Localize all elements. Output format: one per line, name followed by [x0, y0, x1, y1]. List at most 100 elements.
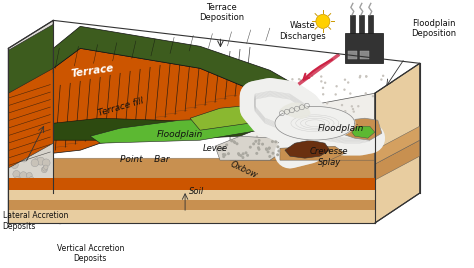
Circle shape	[162, 213, 171, 222]
Circle shape	[81, 216, 87, 221]
Circle shape	[17, 187, 25, 195]
Text: Floodplain: Floodplain	[157, 130, 203, 139]
Circle shape	[240, 123, 243, 126]
Circle shape	[37, 157, 45, 165]
Circle shape	[320, 136, 322, 138]
Circle shape	[260, 138, 262, 140]
Circle shape	[144, 198, 152, 206]
Polygon shape	[280, 146, 345, 160]
Circle shape	[256, 135, 258, 138]
Circle shape	[328, 131, 331, 133]
Circle shape	[268, 147, 271, 150]
Circle shape	[280, 120, 282, 122]
Circle shape	[272, 111, 274, 113]
Text: Waste
Discharges: Waste Discharges	[279, 21, 326, 41]
Circle shape	[31, 159, 39, 167]
Circle shape	[385, 116, 387, 118]
Circle shape	[74, 216, 81, 222]
Circle shape	[348, 120, 351, 123]
Circle shape	[199, 195, 207, 203]
Circle shape	[195, 207, 201, 212]
Circle shape	[273, 78, 275, 80]
Circle shape	[277, 150, 280, 152]
Circle shape	[390, 111, 392, 114]
Circle shape	[364, 142, 366, 144]
Circle shape	[11, 161, 18, 169]
Circle shape	[405, 91, 407, 93]
Circle shape	[392, 96, 394, 99]
Circle shape	[152, 198, 160, 206]
Circle shape	[236, 142, 238, 145]
Polygon shape	[9, 200, 375, 210]
Circle shape	[385, 116, 388, 119]
Polygon shape	[9, 158, 415, 178]
Circle shape	[94, 214, 100, 220]
Circle shape	[55, 207, 62, 213]
Circle shape	[48, 207, 54, 212]
Circle shape	[23, 194, 28, 200]
Circle shape	[248, 125, 251, 128]
Circle shape	[175, 207, 184, 215]
Circle shape	[70, 200, 77, 207]
Circle shape	[18, 193, 22, 198]
Circle shape	[359, 75, 361, 77]
Circle shape	[19, 204, 27, 212]
Polygon shape	[352, 126, 375, 138]
Circle shape	[244, 130, 246, 132]
Circle shape	[236, 84, 238, 87]
Text: Lateral Accretion
Deposits: Lateral Accretion Deposits	[3, 211, 68, 231]
Circle shape	[276, 89, 278, 92]
Polygon shape	[9, 24, 53, 93]
Circle shape	[399, 140, 401, 142]
Circle shape	[399, 134, 401, 136]
Circle shape	[336, 144, 338, 146]
Circle shape	[257, 146, 260, 149]
Circle shape	[56, 199, 63, 206]
Circle shape	[283, 94, 286, 97]
Circle shape	[374, 128, 376, 130]
Circle shape	[299, 103, 301, 106]
Circle shape	[270, 140, 273, 143]
Circle shape	[28, 215, 34, 221]
Circle shape	[111, 203, 117, 209]
Circle shape	[68, 198, 74, 203]
Circle shape	[69, 206, 77, 214]
Circle shape	[249, 98, 251, 101]
Circle shape	[193, 216, 200, 223]
Circle shape	[164, 199, 170, 204]
Circle shape	[54, 204, 59, 210]
Circle shape	[329, 113, 332, 116]
Circle shape	[170, 217, 174, 222]
Circle shape	[258, 128, 261, 130]
Circle shape	[250, 82, 253, 84]
Polygon shape	[53, 48, 300, 153]
Text: Vertical Accretion
Deposits: Vertical Accretion Deposits	[56, 244, 124, 263]
Circle shape	[334, 140, 336, 142]
Text: Terrace fill: Terrace fill	[97, 97, 145, 118]
Circle shape	[347, 81, 349, 84]
Circle shape	[233, 141, 237, 144]
Text: Point    Bar: Point Bar	[120, 155, 170, 164]
Circle shape	[152, 195, 159, 202]
Polygon shape	[375, 126, 419, 164]
Circle shape	[353, 110, 355, 113]
Circle shape	[263, 111, 265, 114]
Circle shape	[167, 202, 173, 207]
Circle shape	[91, 206, 99, 214]
Circle shape	[102, 208, 111, 216]
Polygon shape	[9, 190, 375, 200]
Circle shape	[16, 206, 22, 212]
Circle shape	[277, 100, 280, 103]
Circle shape	[235, 117, 237, 119]
Circle shape	[406, 112, 409, 114]
Circle shape	[84, 215, 91, 222]
Circle shape	[11, 202, 17, 208]
Circle shape	[305, 134, 308, 137]
Circle shape	[241, 156, 245, 159]
Circle shape	[239, 117, 242, 119]
Circle shape	[383, 123, 385, 126]
Circle shape	[375, 95, 378, 98]
Circle shape	[257, 111, 259, 114]
Circle shape	[166, 205, 173, 212]
Circle shape	[264, 126, 266, 129]
